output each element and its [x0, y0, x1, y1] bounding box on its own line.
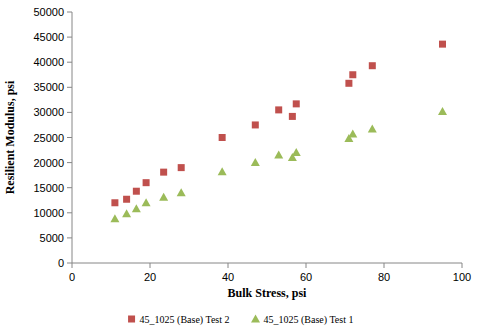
y-tick	[67, 87, 72, 88]
y-tick-label: 15000	[33, 182, 64, 194]
point	[133, 188, 140, 195]
y-tick-label: 5000	[40, 232, 64, 244]
x-tick	[384, 263, 385, 268]
y-tick	[67, 162, 72, 163]
y-tick	[67, 263, 72, 264]
y-tick-label: 10000	[33, 207, 64, 219]
legend-label: 45_1025 (Base) Test 2	[140, 314, 230, 326]
y-axis-label: Resilient Modulus, psi	[3, 80, 17, 194]
point	[252, 121, 259, 128]
y-tick-label: 25000	[33, 132, 64, 144]
y-tick	[67, 212, 72, 213]
point	[251, 158, 260, 166]
point	[177, 188, 186, 196]
legend-marker	[251, 315, 260, 323]
y-tick	[67, 37, 72, 38]
point	[111, 199, 118, 206]
point	[160, 169, 167, 176]
x-tick-label: 20	[144, 271, 156, 283]
y-tick-label: 20000	[33, 157, 64, 169]
x-tick-label: 0	[69, 271, 75, 283]
point	[345, 80, 352, 87]
point	[289, 113, 296, 120]
legend-marker	[128, 316, 135, 323]
y-tick-label: 45000	[33, 31, 64, 43]
point	[142, 198, 151, 206]
point	[143, 179, 150, 186]
x-tick	[72, 263, 73, 268]
point	[293, 100, 300, 107]
point	[438, 107, 447, 115]
point	[369, 62, 376, 69]
y-tick-label: 35000	[33, 81, 64, 93]
x-tick-label: 60	[300, 271, 312, 283]
point	[132, 204, 141, 212]
plot-marks	[110, 41, 447, 223]
x-axis	[72, 263, 462, 264]
chart: 0 5000 10000 15000 20000 25000 30000 35000 40000…	[0, 0, 481, 336]
y-tick-label: 50000	[33, 6, 64, 18]
x-tick	[228, 263, 229, 268]
y-tick	[67, 237, 72, 238]
point	[349, 71, 356, 78]
y-tick-label: 30000	[33, 106, 64, 118]
x-tick	[306, 263, 307, 268]
y-tick	[67, 62, 72, 63]
legend: 45_1025 (Base) Test 2 45_1025 (Base) Test…	[128, 314, 353, 326]
x-tick-label: 80	[378, 271, 390, 283]
y-tick-label: 40000	[33, 56, 64, 68]
x-tick	[462, 263, 463, 268]
x-tick-label: 40	[222, 271, 234, 283]
y-tick	[67, 12, 72, 13]
point	[439, 41, 446, 48]
point	[368, 124, 377, 132]
point	[178, 164, 185, 171]
point	[218, 167, 227, 175]
point	[122, 209, 131, 217]
point	[274, 151, 283, 159]
y-tick	[67, 187, 72, 188]
legend-label: 45_1025 (Base) Test 1	[264, 314, 354, 326]
point	[159, 193, 168, 201]
y-tick-label: 0	[58, 257, 64, 269]
x-tick	[150, 263, 151, 268]
point	[275, 106, 282, 113]
x-tick-label: 100	[453, 271, 471, 283]
point	[348, 129, 357, 137]
point	[219, 134, 226, 141]
point	[292, 148, 301, 156]
point	[110, 214, 119, 222]
y-tick	[67, 137, 72, 138]
y-tick	[67, 112, 72, 113]
x-axis-label: Bulk Stress, psi	[228, 286, 307, 300]
point	[123, 196, 130, 203]
